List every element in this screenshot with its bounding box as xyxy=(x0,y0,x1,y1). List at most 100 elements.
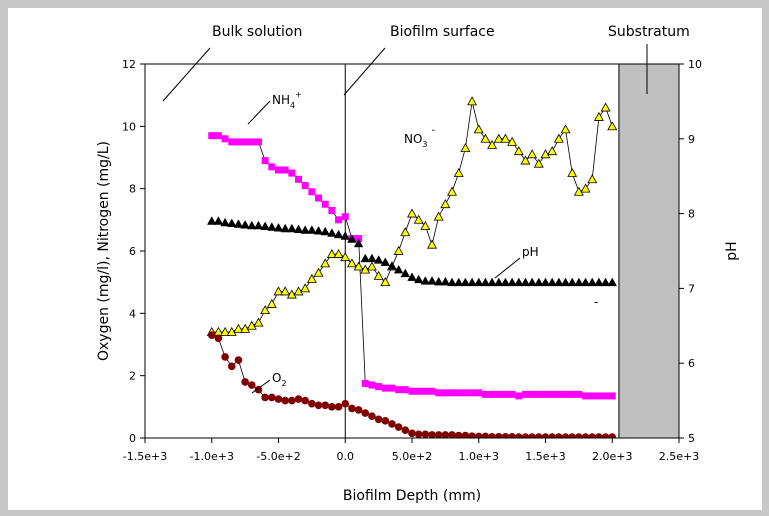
nh4-pointer-line xyxy=(247,100,271,125)
point-nh4 xyxy=(548,390,556,398)
point-ph xyxy=(387,261,397,270)
point-no3 xyxy=(266,298,277,308)
point-ph xyxy=(347,234,357,243)
point-ph xyxy=(527,277,537,287)
point-ph xyxy=(460,277,471,287)
x-axis-label: Biofilm Depth (mm) xyxy=(343,488,481,504)
point-no3 xyxy=(500,133,511,143)
point-nh4 xyxy=(395,386,403,394)
plot-area xyxy=(144,63,680,439)
point-no3 xyxy=(360,264,371,274)
point-nh4 xyxy=(508,390,516,398)
point-o2 xyxy=(308,399,316,408)
point-o2 xyxy=(274,395,283,403)
point-o2 xyxy=(401,426,410,435)
x-tick-label: -5.0e+2 xyxy=(256,450,300,463)
point-no3 xyxy=(520,155,531,165)
point-nh4 xyxy=(515,392,523,400)
point-nh4 xyxy=(448,389,456,397)
point-ph xyxy=(487,277,497,287)
point-no3 xyxy=(233,323,244,333)
point-nh4 xyxy=(501,390,509,398)
point-o2 xyxy=(568,433,576,438)
substratum-region xyxy=(618,63,680,439)
point-no3 xyxy=(547,146,558,156)
point-o2 xyxy=(501,432,510,438)
point-o2 xyxy=(481,432,490,438)
y-tick-label: 2 xyxy=(129,370,136,383)
point-no3 xyxy=(366,261,377,271)
y2-tick-label: 8 xyxy=(688,208,695,221)
point-no3 xyxy=(306,273,317,283)
point-ph xyxy=(420,276,431,285)
point-no3 xyxy=(527,149,538,159)
series-no3 xyxy=(206,96,618,336)
point-nh4 xyxy=(388,384,396,392)
point-o2 xyxy=(521,433,530,438)
point-nh4 xyxy=(401,386,409,394)
point-o2 xyxy=(608,433,617,438)
point-nh4 xyxy=(542,390,549,398)
point-o2 xyxy=(234,356,243,364)
point-nh4 xyxy=(408,387,416,395)
annotation-o2: O2 xyxy=(272,371,287,388)
point-o2 xyxy=(528,433,536,438)
point-no3 xyxy=(440,199,451,209)
point-ph xyxy=(427,276,437,285)
y2-tick-label: 5 xyxy=(688,432,695,445)
point-nh4 xyxy=(355,235,363,243)
point-nh4 xyxy=(341,213,349,221)
series-line-o2 xyxy=(211,334,613,438)
point-ph xyxy=(480,277,491,287)
point-o2 xyxy=(268,393,276,402)
point-no3 xyxy=(540,149,551,159)
point-o2 xyxy=(454,431,463,438)
point-ph xyxy=(260,221,270,231)
point-o2 xyxy=(248,381,256,389)
point-nh4 xyxy=(288,169,296,177)
point-o2 xyxy=(448,431,456,438)
point-no3 xyxy=(600,102,611,112)
point-ph xyxy=(440,276,451,286)
point-ph xyxy=(587,277,597,287)
point-nh4 xyxy=(295,175,303,183)
y-axis-label: Oxygen (mg/l), Nitrogen (mg/L) xyxy=(96,141,112,361)
svg-text:NH4+: NH4+ xyxy=(272,90,302,110)
point-ph xyxy=(327,228,337,237)
point-no3 xyxy=(346,258,357,268)
point-no3 xyxy=(246,320,257,330)
point-nh4 xyxy=(328,206,336,214)
point-nh4 xyxy=(335,216,343,224)
point-ph xyxy=(574,277,584,287)
x-tick-label: 0.0 xyxy=(337,450,355,463)
point-nh4 xyxy=(368,381,376,389)
point-no3 xyxy=(240,323,251,333)
point-ph xyxy=(474,277,484,287)
point-ph xyxy=(293,224,304,233)
point-o2 xyxy=(361,409,370,417)
point-no3 xyxy=(313,267,324,277)
point-ph xyxy=(454,277,464,287)
point-nh4 xyxy=(415,387,423,395)
point-ph xyxy=(567,277,577,287)
point-o2 xyxy=(515,433,523,438)
point-no3 xyxy=(447,186,458,196)
x-tick-label: -1.0e+3 xyxy=(190,450,234,463)
point-nh4 xyxy=(214,132,222,140)
point-ph xyxy=(253,220,264,230)
point-o2 xyxy=(281,396,289,405)
point-no3 xyxy=(580,183,591,193)
point-ph xyxy=(380,257,391,266)
chart-frame: -1.5e+3 -1.0e+3 -5.0e+2 0.0 5.0e+2 1.0e+3 1.5e… xyxy=(8,8,762,510)
y-tick-label: 0 xyxy=(129,432,136,445)
point-nh4 xyxy=(528,390,536,398)
point-nh4 xyxy=(234,138,242,146)
y-tick-label: 10 xyxy=(122,120,136,133)
point-o2 xyxy=(434,431,443,438)
surface-pointer-line xyxy=(343,47,386,96)
point-ph xyxy=(554,277,564,287)
point-o2 xyxy=(494,432,503,438)
series-line-nh4 xyxy=(211,135,613,397)
point-ph xyxy=(560,277,571,287)
point-ph xyxy=(540,277,551,287)
